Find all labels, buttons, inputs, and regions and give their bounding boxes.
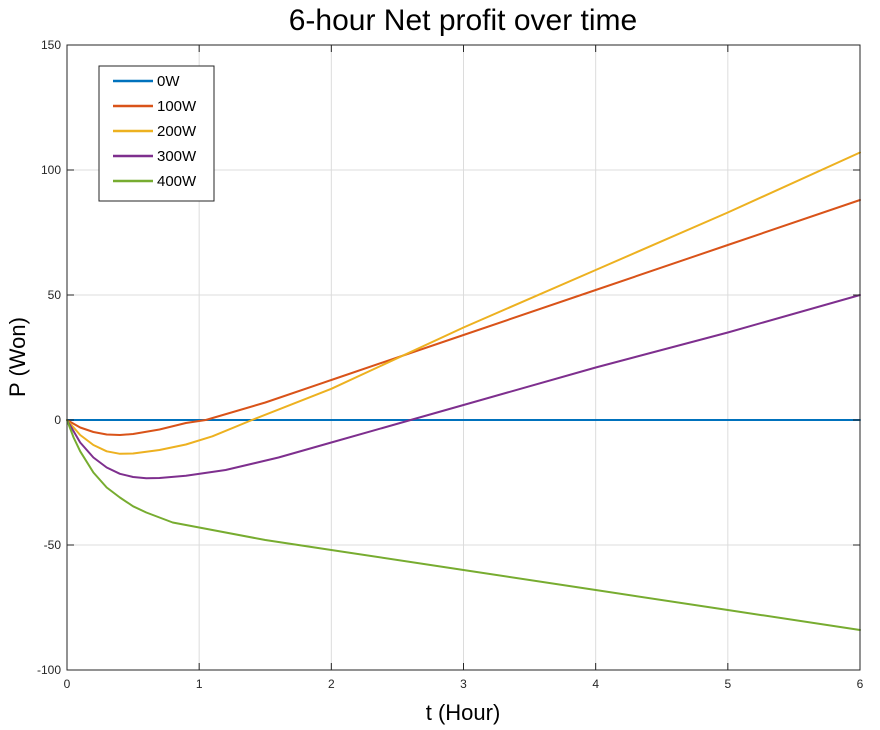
y-tick-label: 0 [54,413,61,427]
y-tick-label: -50 [44,538,62,552]
chart-title: 6-hour Net profit over time [289,4,637,37]
series-line-300W [66,294,861,480]
y-tick-label: 150 [41,38,61,52]
x-tick-label: 0 [64,677,71,691]
x-tick-label: 1 [196,677,203,691]
legend-label-300W: 300W [157,148,197,165]
y-tick-label: 100 [41,163,61,177]
series-line-100W [66,199,861,436]
series-line-400W [66,419,861,631]
x-tick-label: 3 [460,677,467,691]
legend-label-200W: 200W [157,123,197,140]
y-axis-title: P (Won) [5,317,30,397]
legend-label-400W: 400W [157,173,197,190]
legend-label-100W: 100W [157,98,197,115]
legend-box [98,65,215,202]
x-tick-label: 6 [857,677,864,691]
ticks: 0 1 2 3 4 5 6 -100 -50 0 50 100 150 [37,38,864,691]
y-tick-label: -100 [37,663,61,677]
legend-label-0W: 0W [157,73,180,90]
x-axis-title: t (Hour) [426,700,501,725]
x-tick-label: 2 [328,677,335,691]
y-tick-label: 50 [48,288,62,302]
series-line-200W [66,151,861,455]
legend: 0W 100W 200W 300W 400W [98,65,215,202]
series-lines [66,151,861,631]
x-tick-label: 4 [592,677,599,691]
x-tick-label: 5 [724,677,731,691]
